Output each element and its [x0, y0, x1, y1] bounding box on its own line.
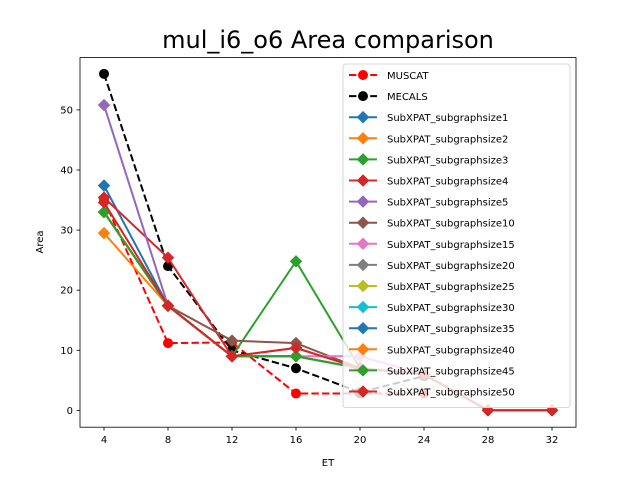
legend-entry: SubXPAT_subgraphsize30: [349, 300, 515, 314]
legend-entry: MECALS: [349, 91, 428, 103]
data-point: [289, 254, 303, 268]
legend-label: SubXPAT_subgraphsize10: [387, 219, 515, 230]
legend-swatch-marker: [356, 131, 370, 145]
x-tick-label: 28: [482, 435, 495, 446]
legend-swatch-marker: [356, 300, 370, 314]
y-axis-ticks: 0 10 20 30 40 50: [60, 105, 80, 417]
legend-label: SubXPAT_subgraphsize50: [387, 388, 515, 399]
data-point: [289, 349, 303, 363]
data-point: [291, 363, 301, 374]
legend-swatch-marker: [356, 321, 370, 335]
y-tick-label: 20: [60, 286, 73, 297]
data-point: [225, 334, 239, 348]
legend-entry: SubXPAT_subgraphsize3: [349, 153, 508, 166]
legend-swatch-marker: [356, 279, 370, 293]
legend-label: SubXPAT_subgraphsize45: [387, 366, 515, 377]
legend-label: SubXPAT_subgraphsize35: [387, 324, 515, 335]
legend-entry: SubXPAT_subgraphsize20: [349, 258, 515, 272]
legend-label: SubXPAT_subgraphsize40: [387, 345, 515, 356]
data-point: [97, 98, 111, 112]
x-tick-label: 8: [165, 435, 171, 446]
y-tick-label: 40: [60, 165, 73, 176]
legend-swatch-marker: [356, 153, 370, 166]
x-tick-label: 24: [418, 435, 431, 446]
legend-entry: SubXPAT_subgraphsize5: [349, 195, 508, 209]
legend-swatch-marker: [356, 364, 370, 377]
legend-swatch-marker: [356, 110, 370, 124]
y-tick-label: 30: [60, 226, 73, 237]
x-tick-label: 12: [226, 435, 239, 446]
data-point: [291, 388, 301, 399]
legend-swatch-marker: [358, 70, 368, 80]
x-axis-ticks: 4 8 12 16 20 24 28 32: [101, 427, 559, 446]
series-line: [103, 73, 425, 394]
x-tick-label: 20: [354, 435, 367, 446]
legend-swatch-marker: [358, 91, 368, 102]
y-tick-label: 50: [60, 105, 73, 116]
legend-entry: SubXPAT_subgraphsize45: [349, 364, 515, 377]
legend-label: SubXPAT_subgraphsize5: [387, 198, 508, 209]
legend-label: SubXPAT_subgraphsize2: [387, 134, 508, 145]
y-tick-label: 0: [67, 406, 73, 417]
legend-entry: SubXPAT_subgraphsize15: [349, 237, 515, 251]
legend-entry: MUSCAT: [349, 70, 429, 82]
x-tick-label: 16: [290, 435, 303, 446]
legend-label: SubXPAT_subgraphsize4: [387, 177, 508, 188]
legend-label: SubXPAT_subgraphsize15: [387, 240, 515, 251]
data-point: [161, 251, 175, 265]
data-point: [97, 196, 111, 209]
data-point: [163, 338, 173, 349]
legend-swatch-marker: [356, 342, 370, 356]
chart-title: mul_i6_o6 Area comparison: [162, 26, 494, 54]
legend-swatch-marker: [356, 258, 370, 272]
legend-swatch-marker: [356, 195, 370, 208]
legend-label: SubXPAT_subgraphsize1: [387, 113, 508, 124]
legend-swatch-marker: [356, 385, 370, 398]
legend-swatch-marker: [356, 237, 370, 251]
legend-entry: SubXPAT_subgraphsize25: [349, 279, 515, 293]
x-axis-label: ET: [322, 458, 335, 469]
legend-entry: SubXPAT_subgraphsize1: [349, 110, 508, 124]
axes-layer: [79, 57, 577, 428]
legend-entry: SubXPAT_subgraphsize10: [349, 216, 515, 230]
legend-label: MECALS: [387, 92, 428, 103]
legend-label: SubXPAT_subgraphsize25: [387, 282, 515, 293]
data-point: [289, 341, 303, 355]
legend-entry: SubXPAT_subgraphsize50: [349, 385, 515, 399]
legend-entry: SubXPAT_subgraphsize2: [349, 131, 508, 145]
data-point: [225, 349, 239, 363]
legend-label: MUSCAT: [387, 71, 429, 82]
legend-swatch-marker: [356, 174, 370, 187]
x-tick-label: 4: [101, 435, 107, 446]
legend-entry: SubXPAT_subgraphsize35: [349, 321, 515, 335]
data-point: [99, 68, 109, 79]
legend-box: [342, 63, 571, 409]
plot-frame: [79, 57, 577, 428]
legend-label: SubXPAT_subgraphsize20: [387, 261, 515, 272]
legend-swatch-marker: [356, 216, 370, 230]
legend-entry: SubXPAT_subgraphsize40: [349, 342, 515, 356]
legend-label: SubXPAT_subgraphsize30: [387, 303, 515, 314]
data-point: [161, 299, 175, 313]
x-tick-label: 32: [546, 435, 559, 446]
y-tick-label: 10: [60, 346, 73, 357]
y-axis-label: Area: [35, 230, 46, 253]
legend-label: SubXPAT_subgraphsize3: [387, 155, 508, 166]
data-point: [97, 226, 111, 240]
legend: MUSCAT MECALS SubXPAT_subgraphsize1 SubXPAT…: [342, 63, 571, 409]
legend-entry: SubXPAT_subgraphsize4: [349, 174, 508, 188]
